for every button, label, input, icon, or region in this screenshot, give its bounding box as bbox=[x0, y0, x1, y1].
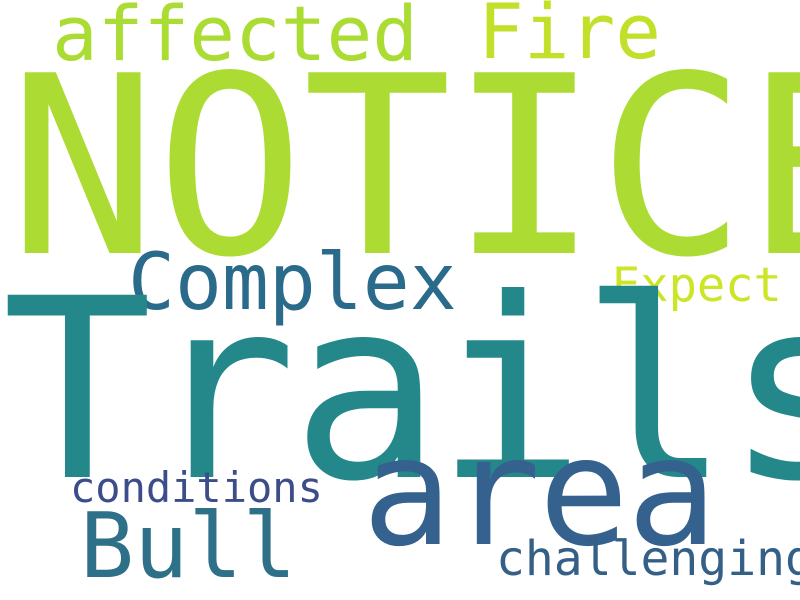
word-expect: Expect bbox=[612, 258, 782, 313]
word-fire: Fire bbox=[478, 0, 662, 76]
word-challenging: challenging bbox=[496, 531, 800, 587]
word-trails: Trails bbox=[2, 245, 800, 536]
word-conditions: conditions bbox=[70, 463, 323, 512]
word-affected: affected bbox=[52, 0, 419, 78]
word-bull: Bull bbox=[80, 494, 297, 599]
word-complex: Complex bbox=[128, 238, 457, 328]
word-notice: NOTICE bbox=[8, 24, 800, 312]
word-area: area bbox=[362, 406, 717, 580]
